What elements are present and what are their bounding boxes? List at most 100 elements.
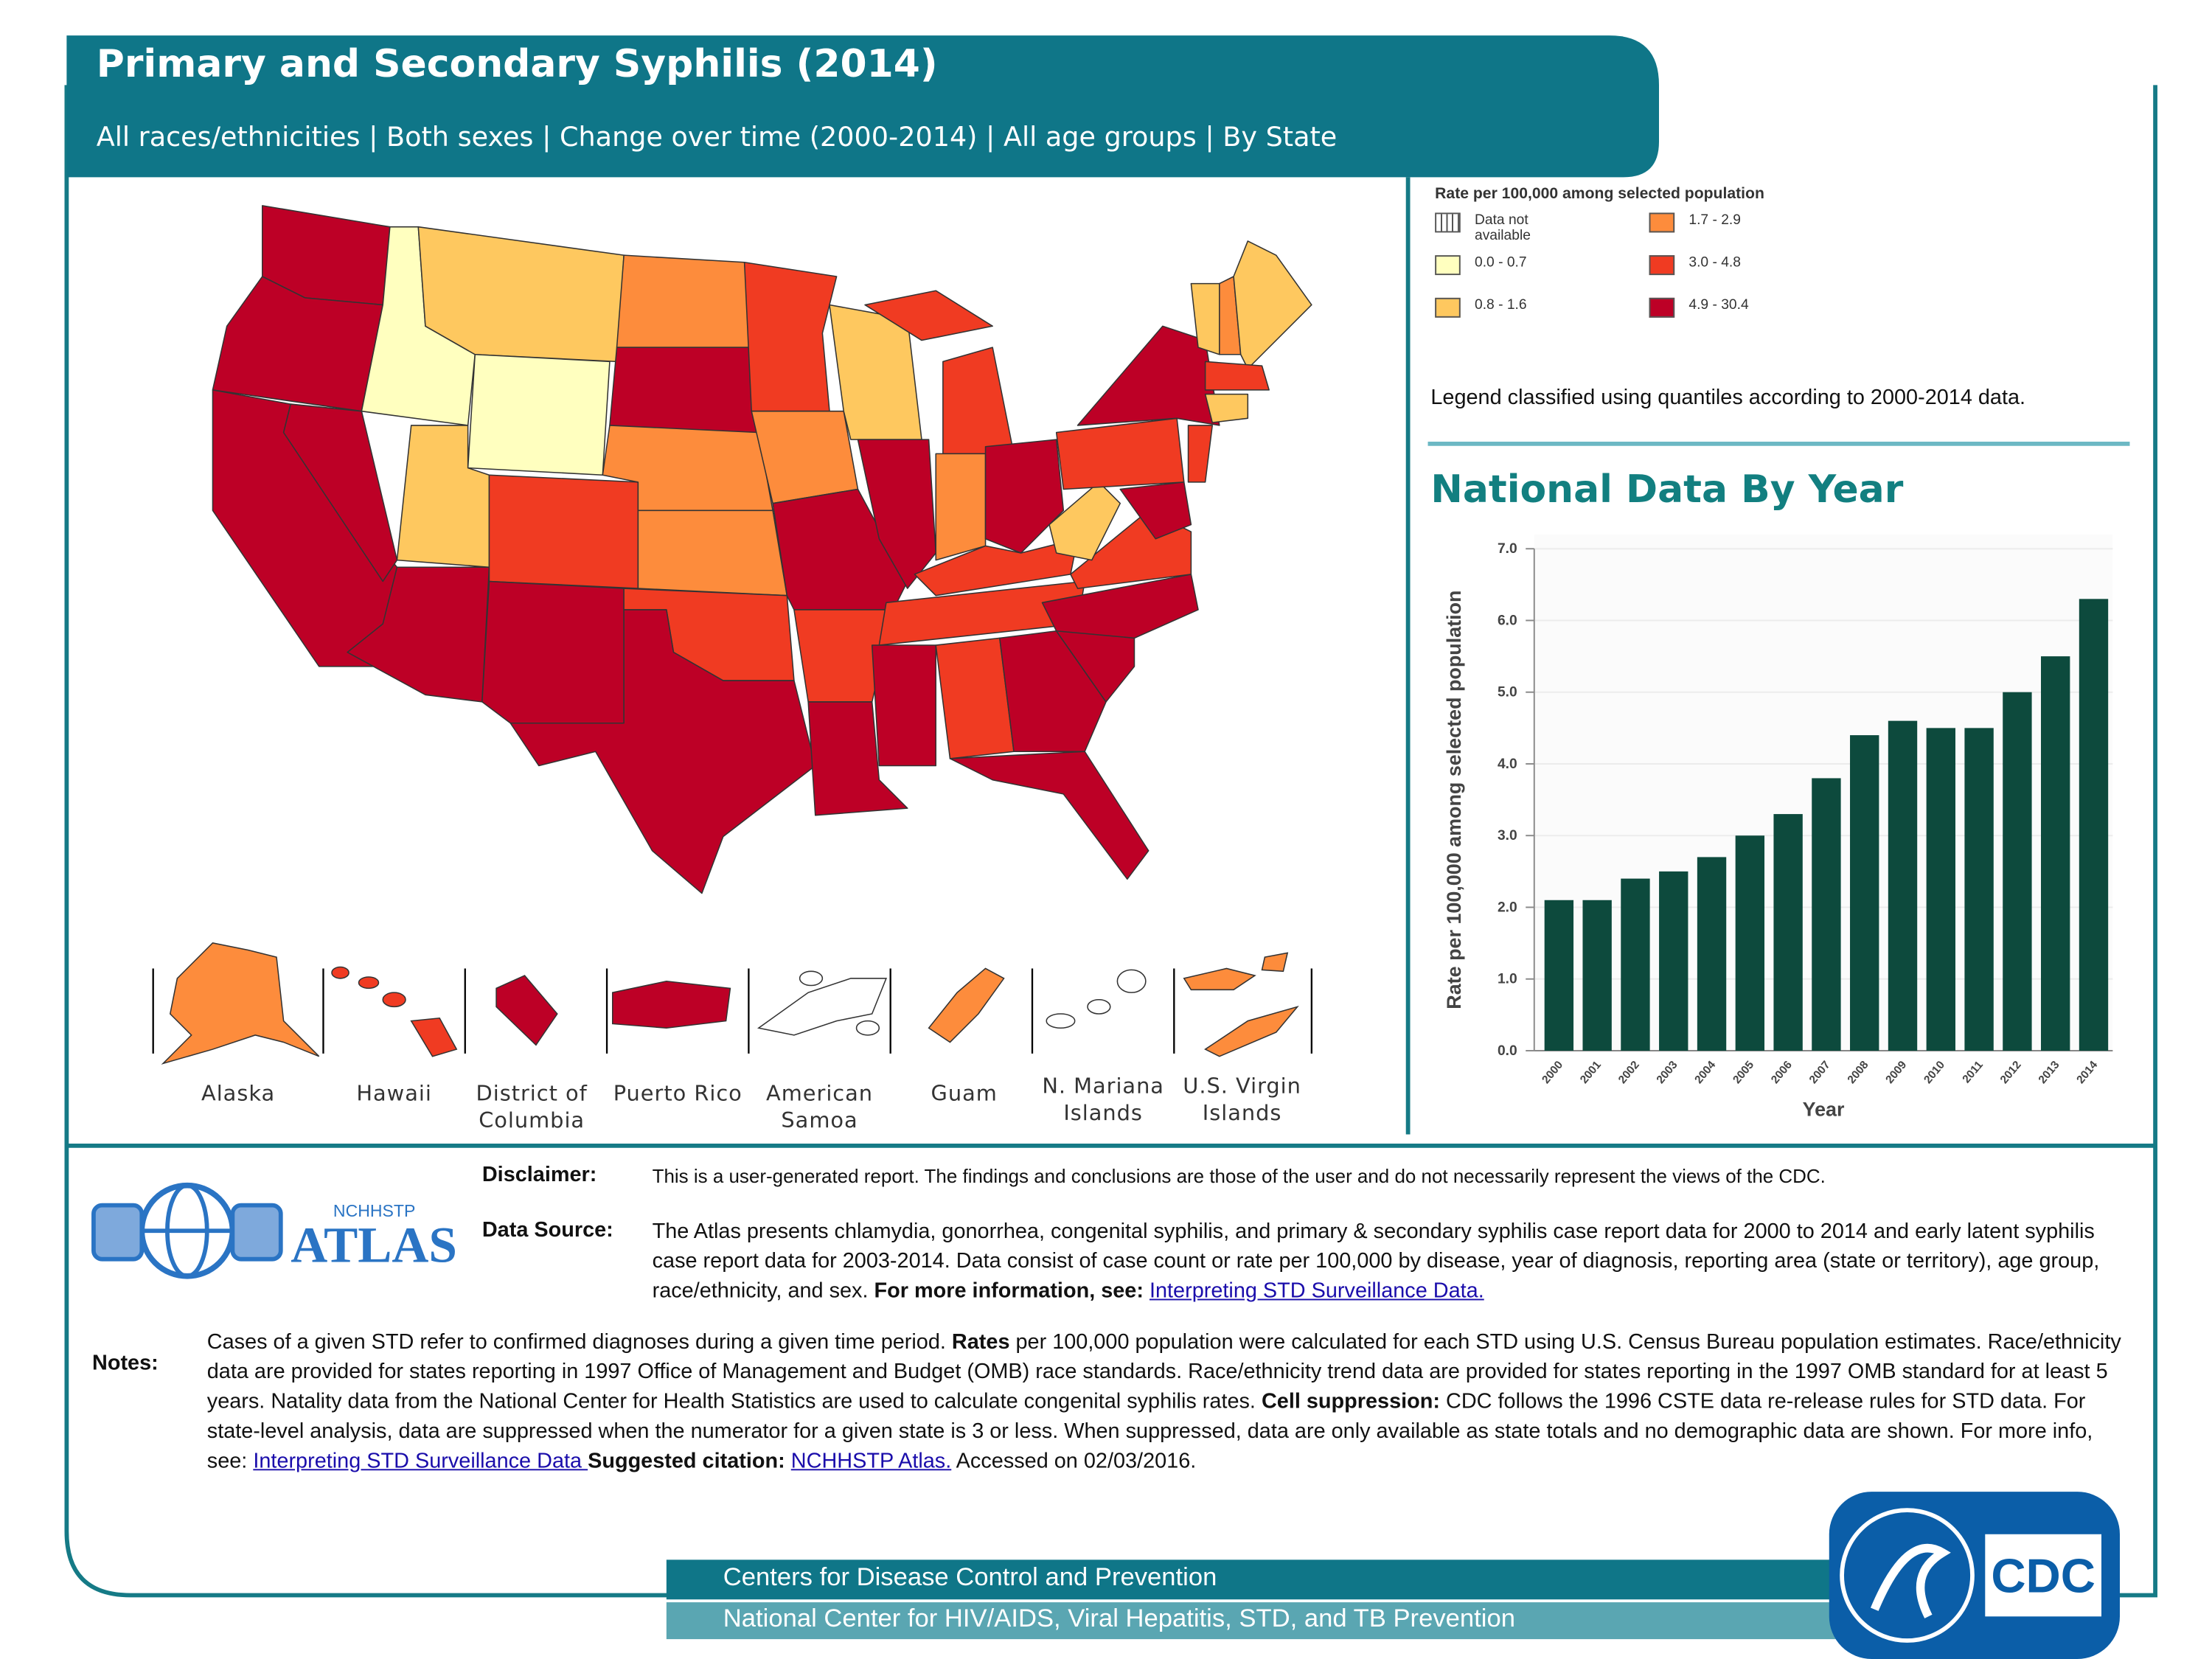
territory bbox=[611, 980, 731, 1029]
legend-swatch bbox=[1435, 212, 1461, 233]
x-tick-label: 2004 bbox=[1692, 1059, 1718, 1086]
state bbox=[949, 751, 1150, 880]
link[interactable]: NCHHSTP Atlas. bbox=[790, 1449, 952, 1474]
territory bbox=[382, 992, 406, 1008]
territory bbox=[757, 978, 888, 1036]
text-run: Cases of a given STD refer to confirmed … bbox=[206, 1329, 952, 1354]
legend-label: Data not available bbox=[1475, 212, 1531, 244]
bar bbox=[1735, 835, 1765, 1051]
x-tick-label: 2014 bbox=[2074, 1059, 2100, 1086]
frame-border bbox=[64, 85, 2157, 1598]
footer-line: National Center for HIV/AIDS, Viral Hepa… bbox=[723, 1604, 1515, 1632]
legend-label: 3.0 - 4.8 bbox=[1688, 255, 1741, 271]
text-run: Suggested citation: bbox=[588, 1449, 785, 1474]
bar bbox=[1812, 778, 1841, 1051]
legend-note: Legend classified using quantiles accord… bbox=[1430, 386, 2026, 410]
x-tick-label: 2009 bbox=[1883, 1059, 1909, 1086]
link[interactable]: Interpreting STD Surveillance Data bbox=[253, 1449, 588, 1474]
cdc-box bbox=[1985, 1534, 2101, 1617]
text-run: CDC follows the 1996 CSTE data re-releas… bbox=[206, 1389, 2099, 1474]
bar bbox=[1888, 720, 1918, 1051]
territory bbox=[1261, 952, 1289, 973]
disclaimer-label: Disclaimer: bbox=[481, 1162, 597, 1187]
legend-item: 0.0 - 0.7 bbox=[1435, 255, 1619, 276]
atlas-bar bbox=[230, 1203, 283, 1262]
state bbox=[871, 644, 936, 767]
x-tick-label: 2000 bbox=[1540, 1059, 1565, 1086]
legend-item: 0.8 - 1.6 bbox=[1435, 297, 1619, 318]
x-tick-label: 2011 bbox=[1960, 1059, 1986, 1086]
text-run: per 100,000 population were calculated f… bbox=[206, 1329, 2127, 1414]
bar bbox=[2041, 656, 2070, 1051]
bar bbox=[2079, 599, 2109, 1051]
legend-item: 1.7 - 2.9 bbox=[1649, 212, 1834, 233]
header-band bbox=[66, 35, 1660, 178]
territory bbox=[1046, 1013, 1076, 1029]
state bbox=[1187, 425, 1213, 483]
data-source-text: The Atlas presents chlamydia, gonorrhea,… bbox=[653, 1217, 2135, 1306]
report-subtitle: All races/ethnicities | Both sexes | Cha… bbox=[96, 122, 1338, 153]
legend-item: 4.9 - 30.4 bbox=[1649, 297, 1834, 318]
territory bbox=[1204, 1005, 1299, 1057]
state bbox=[1119, 481, 1192, 540]
territory bbox=[1183, 967, 1256, 991]
state bbox=[807, 701, 908, 816]
text-run: For more information, see: bbox=[874, 1279, 1150, 1304]
footer-band bbox=[666, 1559, 1843, 1600]
notes-label: Notes: bbox=[92, 1351, 159, 1376]
state bbox=[998, 630, 1107, 752]
x-tick-label: 2012 bbox=[1998, 1059, 2024, 1086]
state bbox=[282, 403, 398, 582]
state bbox=[509, 609, 816, 894]
y-tick-label: 7.0 bbox=[1498, 541, 1517, 557]
territory-label: Hawaii bbox=[356, 1080, 432, 1106]
legend-label: 4.9 - 30.4 bbox=[1688, 297, 1749, 313]
text-run: Accessed on 02/03/2016. bbox=[951, 1449, 1197, 1474]
bar bbox=[1697, 857, 1727, 1051]
state bbox=[1233, 240, 1312, 369]
legend-label: 0.8 - 1.6 bbox=[1475, 297, 1527, 313]
y-tick-label: 2.0 bbox=[1498, 900, 1517, 915]
territory-label: U.S. Virgin Islands bbox=[1183, 1073, 1301, 1126]
bar bbox=[1964, 728, 1994, 1051]
y-tick-label: 1.0 bbox=[1498, 972, 1517, 987]
x-tick-label: 2006 bbox=[1769, 1059, 1795, 1086]
legend-swatch bbox=[1649, 212, 1675, 233]
territory-label: Guam bbox=[931, 1080, 998, 1106]
territory bbox=[928, 967, 1005, 1043]
x-tick-label: 2007 bbox=[1807, 1059, 1833, 1086]
legend-swatch bbox=[1649, 297, 1675, 318]
territory bbox=[1087, 998, 1111, 1015]
atlas-text: ATLAS bbox=[291, 1217, 457, 1273]
legend-label: 0.0 - 0.7 bbox=[1475, 255, 1527, 271]
y-tick-label: 0.0 bbox=[1498, 1043, 1517, 1059]
y-tick-label: 5.0 bbox=[1498, 685, 1517, 700]
footer-line: Centers for Disease Control and Preventi… bbox=[723, 1562, 1217, 1591]
link[interactable]: Interpreting STD Surveillance Data. bbox=[1149, 1279, 1484, 1304]
state bbox=[984, 439, 1065, 554]
territory-label: N. Mariana Islands bbox=[1042, 1073, 1164, 1126]
disclaimer-text: This is a user-generated report. The fin… bbox=[652, 1165, 1826, 1187]
state bbox=[743, 261, 838, 412]
x-tick-label: 2013 bbox=[2037, 1059, 2062, 1086]
state bbox=[1048, 481, 1121, 561]
bar bbox=[1621, 878, 1650, 1051]
legend-item: Data not available bbox=[1435, 212, 1619, 244]
state bbox=[1204, 361, 1270, 391]
territory bbox=[161, 942, 320, 1065]
x-tick-label: 2010 bbox=[1921, 1059, 1947, 1086]
legend-swatch bbox=[1435, 297, 1461, 318]
legend-label: 1.7 - 2.9 bbox=[1688, 212, 1741, 229]
territory bbox=[495, 975, 558, 1046]
x-tick-label: 2003 bbox=[1655, 1059, 1680, 1086]
territory-label: American Samoa bbox=[766, 1080, 874, 1133]
text-run: The Atlas presents chlamydia, gonorrhea,… bbox=[652, 1219, 2106, 1304]
x-tick-label: 2005 bbox=[1731, 1059, 1756, 1086]
legend-swatch bbox=[1435, 255, 1461, 276]
hhs-eagle bbox=[1870, 1543, 1951, 1618]
bar bbox=[2003, 692, 2032, 1051]
atlas-small: NCHHSTP bbox=[333, 1201, 415, 1220]
